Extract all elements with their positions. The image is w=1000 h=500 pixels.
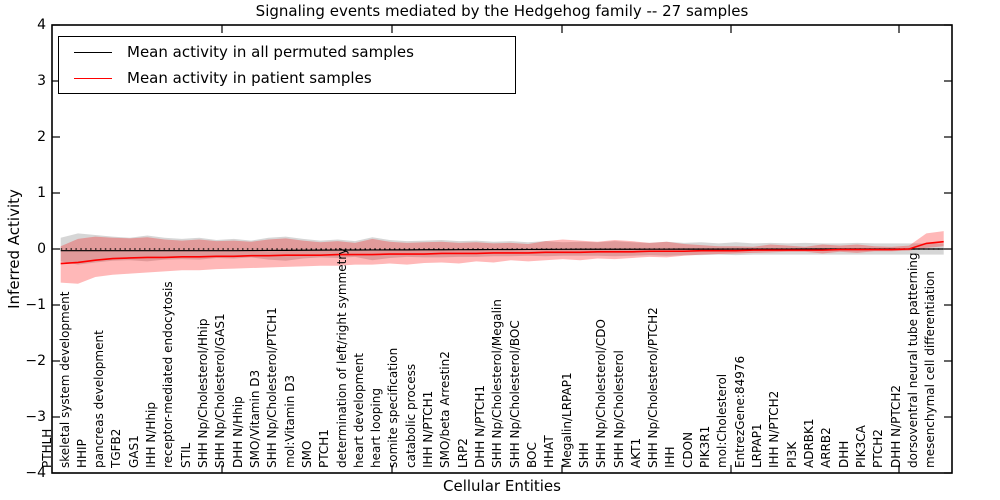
x-category-label: skeletal system development [57,291,72,468]
x-category-label: IHH N/Hhip [144,402,159,468]
x-category-label: determination of left/right symmetry [334,247,349,468]
x-category-label: HHAT [542,435,557,468]
x-category-label: heart development [351,353,366,468]
x-category-label: SHH Np/Cholesterol/Hhip [196,318,211,468]
x-category-label: SHH Np/Cholesterol [611,350,626,468]
x-category-label: ARRB2 [819,427,834,468]
y-tick-label: −2 [25,352,46,369]
x-category-label: BOC [524,442,539,468]
chart-title: Signaling events mediated by the Hedgeho… [255,2,749,20]
x-category-label: LRP2 [455,438,470,468]
x-category-label: mol:Vitamin D3 [282,374,297,468]
x-category-label: SHH Np/Cholesterol/BOC [507,320,522,468]
x-category-label: SHH Np/Cholesterol/CDO [594,319,609,468]
x-category-label: mol:Cholesterol [715,373,730,468]
x-category-label: PIK3R1 [698,425,713,468]
x-category-label: SMO [299,440,314,468]
x-category-label: catabolic process [403,363,418,468]
x-category-label: IHH [663,446,678,468]
x-category-label: AKT1 [628,437,643,468]
x-category-label: Megalin/LRPAP1 [559,372,574,468]
patient-range-band [60,231,944,284]
legend-label-permuted: Mean activity in all permuted samples [127,43,414,61]
permuted-line-sample-icon [74,51,112,53]
x-category-label: SMO/beta Arrestin2 [438,351,453,468]
y-tick-label: 1 [37,184,46,201]
x-category-label: receptor-mediated endocytosis [161,281,176,468]
y-tick-label: −3 [25,408,46,425]
x-category-label: mesenchymal cell differentiation [923,271,938,468]
x-category-label: PTHLH [40,428,55,468]
y-tick-label: −4 [25,464,46,481]
x-category-label: STIL [178,442,193,468]
x-category-label: GAS1 [126,435,141,468]
permuted-mean-line [60,248,944,252]
x-category-label: SHH [576,442,591,468]
x-category-label: CDON [680,431,695,468]
x-category-label: SHH Np/Cholesterol/GAS1 [213,313,228,468]
x-category-label: PI3K [784,441,799,468]
x-category-label: SMO/Vitamin D3 [247,369,262,468]
x-category-label: IHH N/PTCH1 [421,390,436,468]
legend-entry-permuted: Mean activity in all permuted samples [59,39,515,65]
x-category-label: IHH N/PTCH2 [767,390,782,468]
x-category-label: heart looping [369,388,384,468]
x-category-label: PTCH1 [317,429,332,468]
x-category-label: PTCH2 [871,429,886,468]
x-category-label: LRPAP1 [750,423,765,468]
x-category-label: DHH [836,440,851,468]
y-tick-label: 4 [37,16,46,33]
x-category-label: SHH Np/Cholesterol/Megalin [490,299,505,468]
x-category-label: SHH Np/Cholesterol/PTCH1 [265,307,280,468]
x-category-label: PIK3CA [853,425,868,468]
patient-mean-line [60,240,944,265]
y-tick-label: 3 [37,72,46,89]
y-tick-label: −1 [25,296,46,313]
x-category-label: TGFB2 [109,428,124,468]
legend: Mean activity in all permuted samples Me… [58,36,516,94]
y-tick-label: 0 [37,240,46,257]
legend-label-patient: Mean activity in patient samples [127,69,372,87]
legend-entry-patient: Mean activity in patient samples [59,65,515,91]
x-category-label: DHH N/PTCH2 [888,384,903,468]
x-category-label: EntrezGene:84976 [732,355,747,468]
x-axis-label: Cellular Entities [443,477,561,495]
patient-line-sample-icon [74,77,112,79]
x-category-label: pancreas development [92,330,107,468]
x-category-label: ADRBK1 [802,418,816,468]
y-tick-label: 2 [37,128,46,145]
x-category-label: DHH N/PTCH1 [473,384,488,468]
x-category-label: dorsoventral neural tube patterning [905,252,920,468]
x-category-label: SHH Np/Cholesterol/PTCH2 [646,307,661,468]
x-category-label: somite specification [386,347,401,468]
x-category-label: HHIP [74,439,89,468]
x-category-label: DHH N/Hhip [230,396,245,468]
